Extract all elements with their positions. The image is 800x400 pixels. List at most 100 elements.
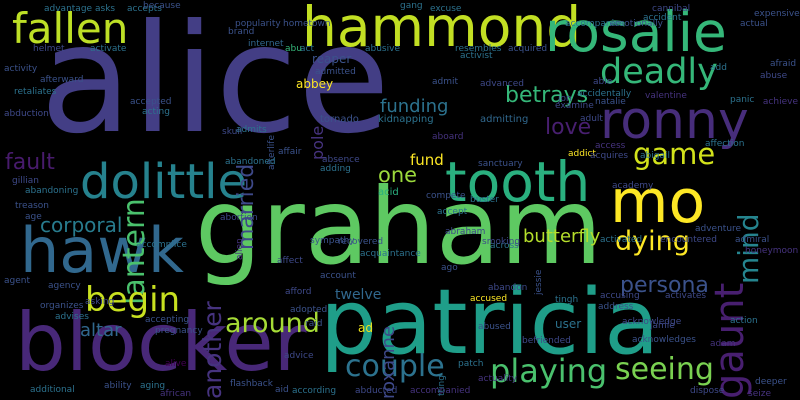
cloud-word: jon xyxy=(558,94,572,104)
cloud-word: able xyxy=(593,77,613,87)
cloud-word: persona xyxy=(620,273,709,298)
cloud-word: deeper xyxy=(755,377,787,387)
cloud-word: befriended xyxy=(522,336,571,346)
cloud-word: tingh xyxy=(555,295,579,305)
cloud-word: ability xyxy=(104,381,132,391)
cloud-word: kidnapping xyxy=(378,114,434,125)
cloud-word: smoking xyxy=(482,237,521,247)
cloud-word: abused xyxy=(478,322,511,332)
cloud-word: accompanies xyxy=(565,19,625,29)
cloud-word: buster xyxy=(470,195,499,205)
cloud-word: admiral xyxy=(735,235,770,245)
cloud-word: tting xyxy=(437,375,447,396)
cloud-word: activity xyxy=(4,64,38,74)
cloud-word: asks xyxy=(95,4,116,14)
cloud-word: begin xyxy=(85,280,181,320)
cloud-word: aid xyxy=(275,385,289,395)
cloud-word: reaper xyxy=(312,52,352,66)
cloud-word: game xyxy=(633,137,716,171)
cloud-word: activates xyxy=(665,291,707,301)
cloud-word: action xyxy=(730,316,758,326)
cloud-word: aboard xyxy=(432,132,464,142)
cloud-word: access xyxy=(595,141,626,151)
cloud-word: pregnancy xyxy=(155,326,203,336)
cloud-word: blocker xyxy=(15,296,307,389)
cloud-word: twelve xyxy=(335,287,382,303)
cloud-word: another xyxy=(198,301,227,399)
cloud-word: patricia xyxy=(320,270,660,375)
cloud-word: accident xyxy=(643,13,682,23)
cloud-word: graham xyxy=(195,166,603,288)
cloud-word: abandon xyxy=(488,283,528,293)
cloud-word: helmet xyxy=(33,44,65,54)
cloud-word: affection xyxy=(705,139,745,149)
cloud-word: valentine xyxy=(645,91,687,101)
cloud-word: deadly xyxy=(600,52,718,92)
cloud-word: resembles xyxy=(455,44,502,54)
cloud-word: tooth xyxy=(445,150,591,214)
cloud-word: alive xyxy=(165,359,187,369)
cloud-word: one xyxy=(378,163,418,187)
cloud-word: acquaintance xyxy=(360,249,421,259)
cloud-word: abusive xyxy=(365,44,400,54)
cloud-word: playing xyxy=(490,352,608,390)
cloud-word: alien xyxy=(235,238,245,260)
cloud-word: ago xyxy=(441,263,458,273)
cloud-word: hammond xyxy=(302,0,582,59)
cloud-word: affair xyxy=(278,147,302,157)
cloud-word: account xyxy=(320,271,356,281)
cloud-word: acquired xyxy=(508,44,548,54)
cloud-word: tornado xyxy=(320,114,359,125)
cloud-word: funding xyxy=(380,96,449,117)
cloud-word: encountered xyxy=(660,235,717,245)
cloud-word: adult xyxy=(580,114,603,124)
cloud-word: achieve xyxy=(762,97,798,107)
cloud-word: accusing xyxy=(600,291,640,301)
cloud-word: according xyxy=(292,386,337,396)
cloud-word: rosalie xyxy=(545,0,727,64)
cloud-word: abandoned xyxy=(225,157,276,167)
cloud-word: user xyxy=(555,317,582,331)
cloud-word: across xyxy=(490,241,519,251)
cloud-word: add xyxy=(710,63,727,73)
cloud-word: sympathy xyxy=(310,236,355,246)
cloud-word: patch xyxy=(458,359,484,369)
cloud-word: gillian xyxy=(12,176,39,186)
cloud-word: actuality xyxy=(478,374,518,384)
cloud-word: couple xyxy=(345,349,445,384)
cloud-word: compete xyxy=(426,191,466,201)
cloud-word: sanctuary xyxy=(478,159,523,169)
cloud-word: skull xyxy=(222,127,243,137)
cloud-word: admitting xyxy=(480,114,529,125)
cloud-word: expensive xyxy=(754,9,800,19)
cloud-word: accompanied xyxy=(410,386,471,396)
cloud-word: act xyxy=(300,44,314,54)
cloud-word: mo xyxy=(610,167,706,237)
cloud-word: seize xyxy=(748,389,771,399)
cloud-word: additional xyxy=(30,385,75,395)
cloud-word: accepted xyxy=(130,97,172,107)
cloud-word: addict xyxy=(568,149,596,159)
cloud-word: abduction xyxy=(4,109,49,119)
cloud-word: ad xyxy=(358,321,373,335)
cloud-word: betrays xyxy=(505,83,589,108)
cloud-word: asking xyxy=(85,297,115,307)
cloud-word: dying xyxy=(615,226,690,257)
cloud-word: gang xyxy=(400,1,423,11)
cloud-word: address xyxy=(598,302,634,312)
cloud-word: accepting xyxy=(145,315,190,325)
cloud-word: fault xyxy=(5,150,55,175)
cloud-word: because xyxy=(143,1,181,11)
cloud-word: activated xyxy=(600,235,643,245)
cloud-word: corporal xyxy=(40,213,123,237)
cloud-word: adding xyxy=(320,164,351,174)
cloud-word: acquires xyxy=(590,151,629,161)
cloud-word: hawk xyxy=(20,214,184,287)
cloud-word: organizes xyxy=(40,301,84,311)
cloud-word: admit xyxy=(432,77,459,87)
cloud-word: actual xyxy=(740,19,768,29)
cloud-word: ronny xyxy=(600,91,749,151)
cloud-word: excuse xyxy=(430,4,462,14)
cloud-word: aging xyxy=(140,381,166,391)
